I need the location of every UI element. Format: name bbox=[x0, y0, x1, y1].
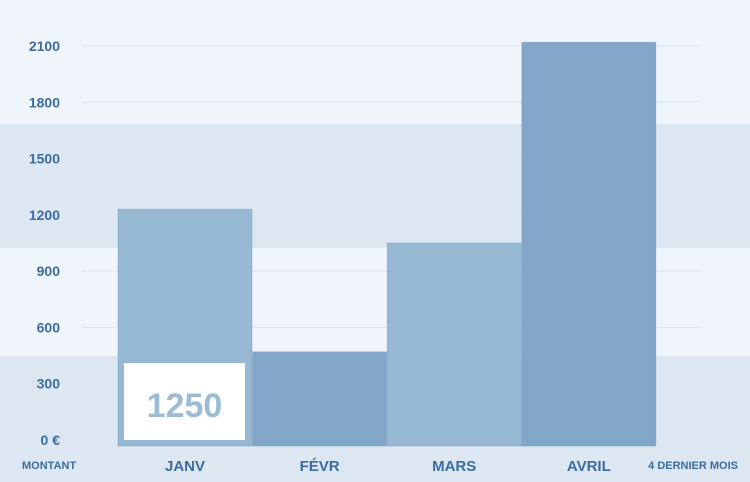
bar-avril bbox=[521, 41, 657, 447]
y-axis-title: MONTANT bbox=[22, 460, 76, 472]
y-tick-label: 1500 bbox=[29, 151, 60, 167]
bars bbox=[117, 41, 657, 447]
value-callout-label: 1250 bbox=[147, 387, 223, 425]
y-tick-label: 600 bbox=[37, 319, 61, 335]
x-axis-title: 4 DERNIER MOIS bbox=[648, 460, 738, 472]
y-tick-label: 1200 bbox=[29, 207, 60, 223]
x-tick-label: AVRIL bbox=[567, 458, 611, 475]
y-tick-label: 300 bbox=[37, 376, 61, 392]
bar-févr bbox=[252, 351, 388, 447]
value-callout-box bbox=[124, 363, 245, 440]
y-tick-label: 2100 bbox=[29, 38, 60, 54]
y-tick-label: 900 bbox=[37, 263, 61, 279]
value-callout: 1250 bbox=[124, 363, 245, 440]
y-tick-label: 1800 bbox=[29, 94, 60, 110]
y-tick-label: 0 € bbox=[41, 432, 61, 448]
x-axis: JANV FÉVR MARS AVRIL bbox=[165, 458, 611, 475]
x-tick-label: JANV bbox=[165, 458, 205, 475]
x-tick-label: MARS bbox=[432, 458, 476, 475]
bar-mars bbox=[386, 242, 522, 447]
x-tick-label: FÉVR bbox=[300, 458, 340, 475]
y-axis: 0 € 300 600 900 1200 1500 1800 2100 bbox=[29, 38, 60, 448]
